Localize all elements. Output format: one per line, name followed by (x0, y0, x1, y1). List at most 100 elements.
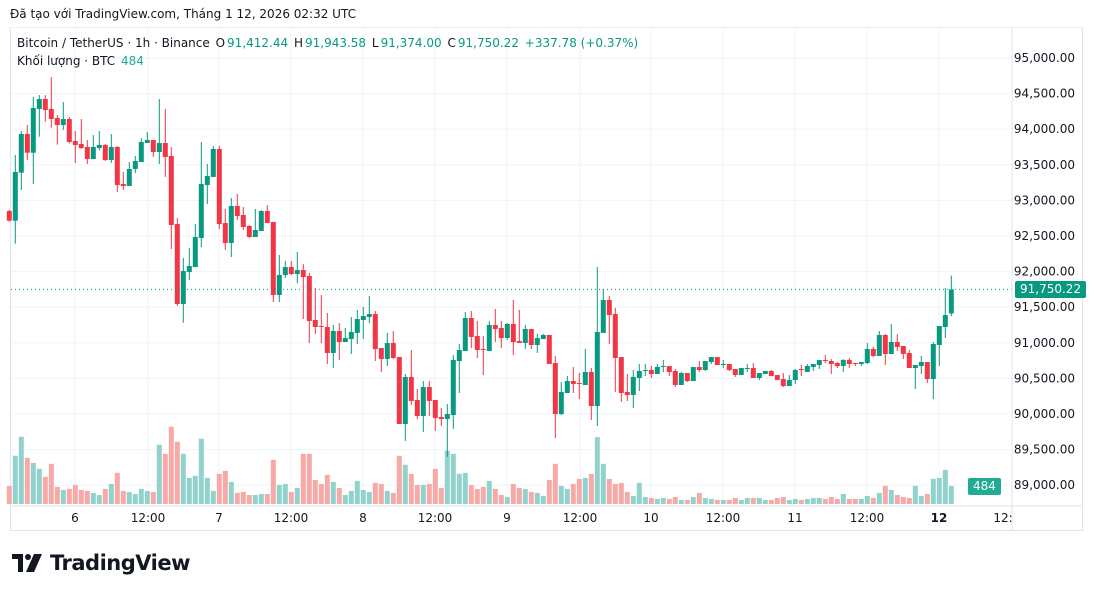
candle (102, 144, 108, 162)
candle-body (384, 343, 390, 359)
candle-body (918, 362, 924, 367)
candle (912, 365, 918, 390)
volume-bar (192, 475, 198, 504)
volume-bar (504, 496, 510, 504)
candle (438, 408, 444, 427)
candle-body (696, 367, 702, 370)
time-tick-label: 12:00 (131, 511, 166, 525)
candle (168, 147, 174, 250)
candle (702, 361, 708, 371)
candle (384, 332, 390, 367)
volume-bar (816, 497, 822, 504)
candle (186, 248, 192, 281)
candle-body (552, 363, 558, 414)
candle-body (78, 144, 84, 148)
volume-bar (330, 481, 336, 504)
candle-body (84, 147, 90, 160)
candle (246, 225, 252, 238)
volume-bar (312, 479, 318, 504)
candle (366, 296, 372, 324)
candle (276, 255, 282, 303)
volume-bar (660, 497, 666, 504)
candle (408, 349, 414, 406)
candle-body (330, 330, 336, 353)
candle (834, 362, 840, 369)
last-price-badge: 91,750.22 (1015, 281, 1087, 298)
candle (720, 360, 726, 369)
candle (876, 330, 882, 356)
volume-bar (486, 480, 492, 504)
volume-bar (12, 455, 18, 504)
volume-bar (288, 491, 294, 504)
candle-body (186, 265, 192, 273)
volume-bar (270, 459, 276, 504)
volume-bar (684, 499, 690, 504)
volume-bar (450, 453, 456, 504)
candle-body (294, 270, 300, 275)
candle-body (882, 334, 888, 354)
price-tick-label: 93,500.00 (1014, 158, 1075, 172)
tradingview-logo[interactable]: TradingView (12, 551, 190, 575)
candle (390, 330, 396, 359)
volume-bar (798, 499, 804, 504)
candle-body (210, 148, 216, 177)
candle-body (720, 364, 726, 366)
candle-body (264, 211, 270, 224)
candle-body (240, 214, 246, 228)
tradingview-logo-icon (12, 554, 42, 572)
candle (768, 369, 774, 376)
candle (336, 323, 342, 361)
candle (648, 366, 654, 378)
volume-bar (144, 490, 150, 504)
price-tick-label: 94,500.00 (1014, 87, 1075, 101)
volume-bar (252, 494, 258, 504)
candle-body (804, 366, 810, 372)
candle (546, 334, 552, 365)
volume-bar (576, 478, 582, 504)
candle-body (282, 267, 288, 276)
candle-body (504, 324, 510, 339)
candle-body (498, 327, 504, 339)
volume-row: Khối lượng · BTC 484 (17, 52, 640, 70)
price-tick-label: 92,500.00 (1014, 229, 1075, 243)
volume-bar (648, 497, 654, 504)
candle (792, 369, 798, 385)
volume-bar (24, 457, 30, 504)
candle (858, 362, 864, 367)
volume-bar (174, 441, 180, 504)
candle (480, 335, 486, 375)
volume-bar (84, 490, 90, 504)
candle (492, 308, 498, 343)
volume-bar (708, 498, 714, 504)
candle (72, 130, 78, 164)
volume-bar (840, 493, 846, 504)
candle (12, 154, 18, 244)
volume-bar (690, 496, 696, 504)
volume-bar (522, 488, 528, 504)
candle (6, 209, 12, 222)
volume-bar (462, 472, 468, 504)
candle-body (168, 155, 174, 226)
volume-bar (780, 496, 786, 504)
candle (918, 355, 924, 374)
symbol-title[interactable]: Bitcoin / TetherUS · 1h · Binance (17, 36, 210, 50)
volume-bar (318, 483, 324, 504)
volume-bar (546, 479, 552, 504)
candle-body (24, 133, 30, 153)
volume-bar (492, 488, 498, 504)
candle-body (66, 119, 72, 143)
candle-body (864, 348, 870, 364)
volume-bar (234, 492, 240, 504)
volume-bar (894, 494, 900, 504)
candle (294, 252, 300, 283)
volume-label[interactable]: Khối lượng · BTC (17, 54, 116, 68)
candle (84, 140, 90, 165)
candle (96, 130, 102, 150)
volume-bar (186, 477, 192, 504)
volume-bar (42, 476, 48, 504)
candle (48, 77, 54, 128)
candle-body (144, 140, 150, 144)
candle (714, 357, 720, 366)
candle (924, 362, 930, 384)
